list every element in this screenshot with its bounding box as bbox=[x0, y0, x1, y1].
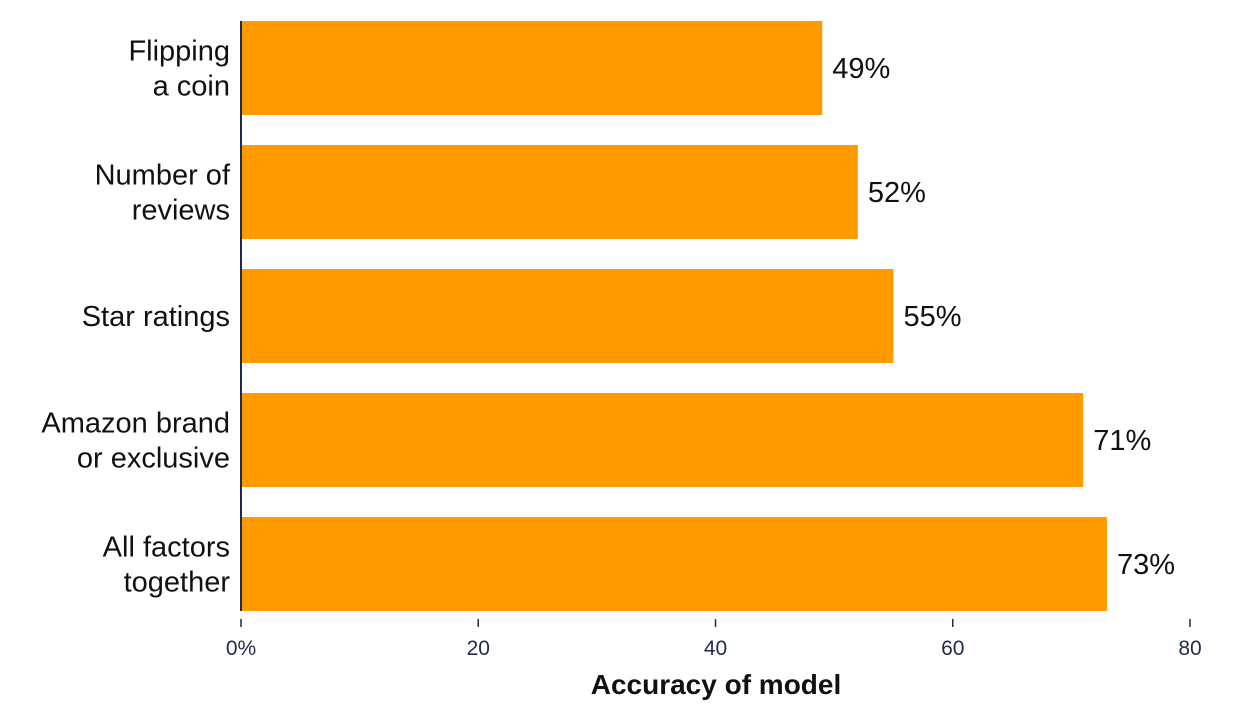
bars-group bbox=[241, 21, 1107, 611]
x-tick-label: 80 bbox=[1178, 637, 1201, 660]
category-label: Number of reviews bbox=[95, 160, 231, 227]
bar bbox=[241, 269, 894, 363]
x-tick-label: 60 bbox=[941, 637, 964, 660]
category-label: Star ratings bbox=[82, 301, 230, 333]
bar bbox=[241, 21, 823, 115]
category-label: All factors together bbox=[103, 532, 231, 599]
value-label: 49% bbox=[832, 53, 890, 85]
category-labels-group: Flipping a coin Number of reviews Star ratin… bbox=[41, 36, 231, 599]
x-tick-label: 40 bbox=[704, 637, 727, 660]
x-tick-label: 0% bbox=[226, 637, 256, 660]
x-axis-title: Accuracy of model bbox=[591, 669, 842, 700]
x-axis-ticks-group: 0% 20 40 60 80 bbox=[226, 619, 1202, 660]
bar bbox=[241, 393, 1084, 487]
value-labels-group: 49% 52% 55% 71% 73% bbox=[832, 53, 1175, 581]
bar bbox=[241, 517, 1107, 611]
category-label: Flipping a coin bbox=[128, 36, 230, 103]
value-label: 71% bbox=[1093, 425, 1151, 457]
value-label: 52% bbox=[868, 177, 926, 209]
x-tick-label: 20 bbox=[467, 637, 490, 660]
value-label: 55% bbox=[903, 301, 961, 333]
value-label: 73% bbox=[1117, 549, 1175, 581]
bar bbox=[241, 145, 858, 239]
category-label: Amazon brand or exclusive bbox=[41, 408, 230, 475]
